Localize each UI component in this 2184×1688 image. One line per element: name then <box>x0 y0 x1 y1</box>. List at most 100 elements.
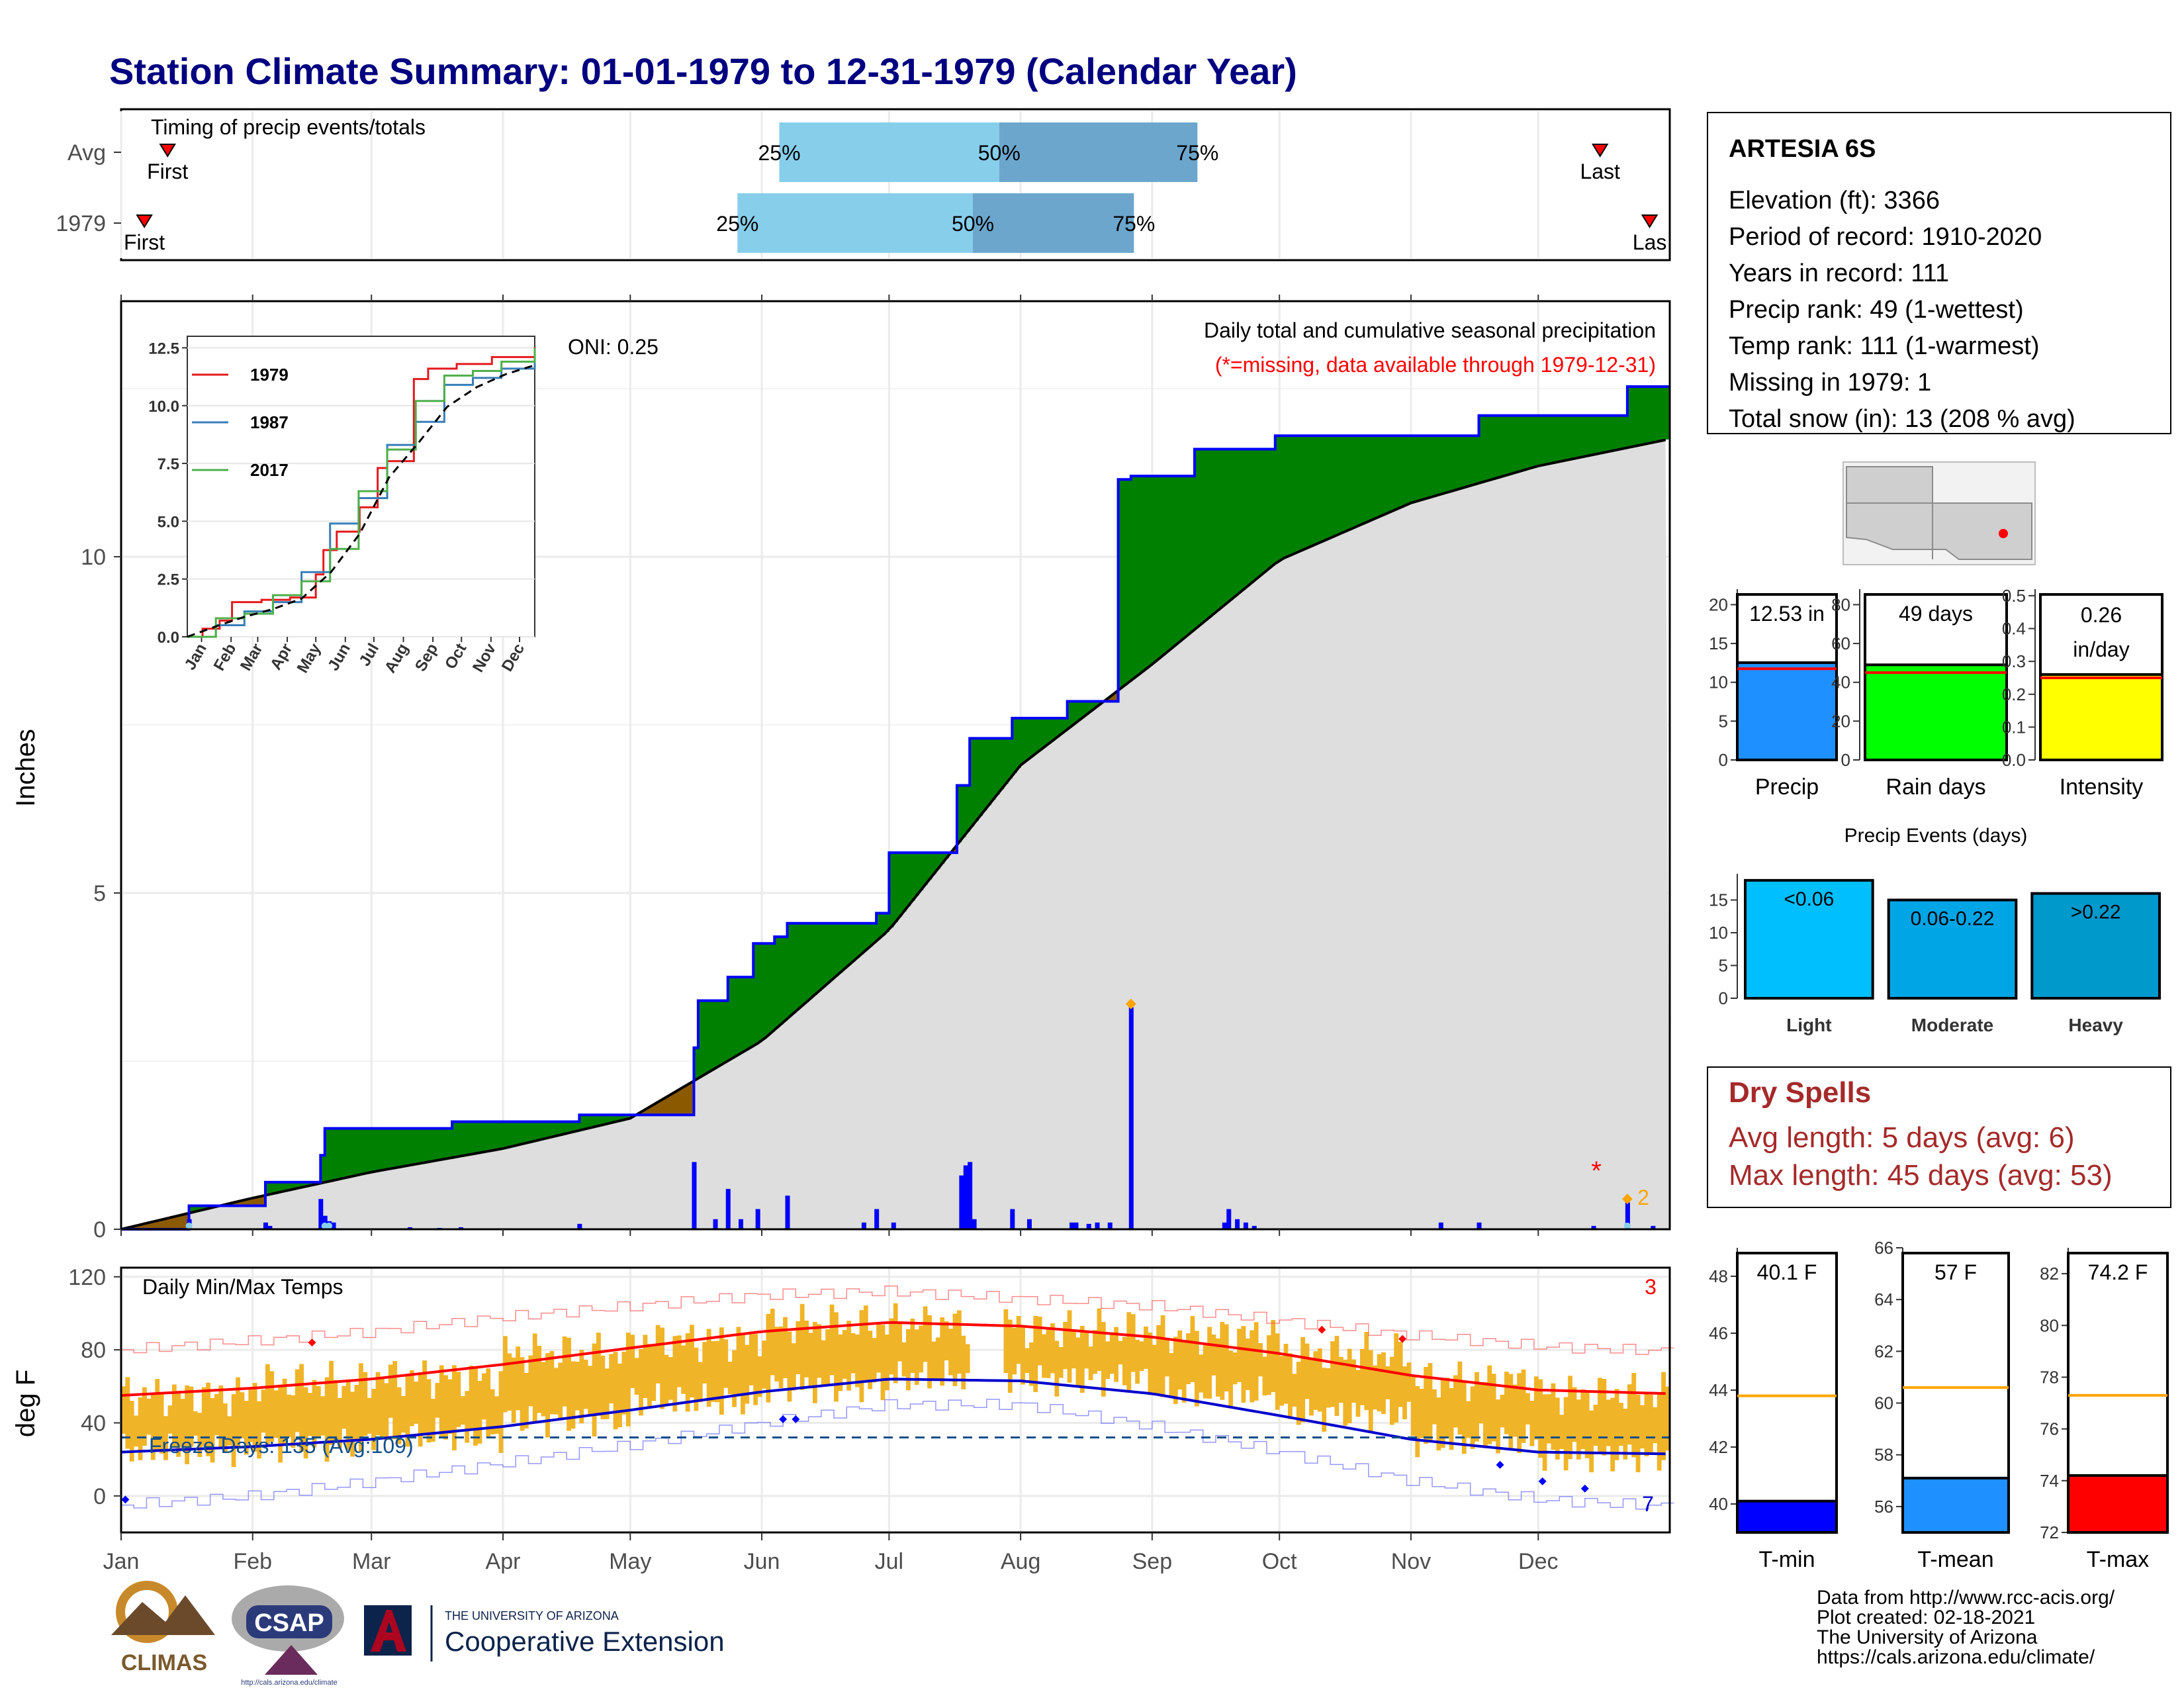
precip-panel: 0 5 10 Inches Daily total and cumulative s… <box>11 300 1671 1243</box>
events-title: Precip Events (days) <box>1844 825 2028 847</box>
daily-temp-bar <box>1021 1326 1025 1385</box>
surplus-area <box>549 1121 555 1137</box>
daily-precip-bar <box>785 1196 790 1229</box>
daily-temp-bar <box>1135 1340 1140 1384</box>
deficit-area <box>672 1092 678 1115</box>
daily-temp-bar <box>1424 1366 1428 1444</box>
daily-temp-bar <box>838 1334 843 1391</box>
surplus-area <box>1330 436 1336 538</box>
daily-temp-bar <box>409 1370 414 1427</box>
first-event-marker <box>159 144 176 158</box>
daily-temp-bar <box>1024 1348 1030 1374</box>
surplus-area <box>1054 718 1060 738</box>
daily-temp-bar <box>1156 1325 1161 1394</box>
surplus-area <box>405 1128 410 1166</box>
surplus-area <box>1016 718 1021 769</box>
surplus-area <box>901 853 907 912</box>
daily-temp-bar <box>1482 1382 1488 1448</box>
daily-temp-bar <box>1292 1374 1297 1407</box>
daily-temp-bar <box>1050 1323 1055 1374</box>
surplus-area <box>1619 415 1624 449</box>
daily-temp-bar <box>1177 1330 1183 1390</box>
daily-temp-bar <box>1105 1341 1111 1380</box>
daily-temp-bar <box>1279 1356 1285 1406</box>
daily-temp-bar <box>291 1395 296 1448</box>
surplus-area <box>838 923 843 973</box>
daily-temp-bar <box>1610 1397 1615 1472</box>
daily-temp-bar <box>180 1399 185 1447</box>
surplus-area <box>1148 476 1153 667</box>
daily-precip-bar <box>739 1219 743 1229</box>
surplus-area <box>745 977 750 1050</box>
daily-precip-bar <box>1010 1209 1015 1229</box>
daily-temp-bar <box>193 1411 198 1436</box>
surplus-area <box>706 1000 711 1072</box>
mini-y-tick-label: 80 <box>2040 1315 2059 1335</box>
daily-temp-bar <box>1253 1322 1259 1401</box>
mini-category-label: Precip <box>1755 774 1819 800</box>
daily-precip-bar <box>458 1227 463 1229</box>
daily-temp-bar <box>337 1397 342 1448</box>
precip-events-chart: Precip Events (days) 0 5 10 15 <0.06 Light 0.0… <box>1709 825 2161 1035</box>
surplus-area <box>940 853 945 864</box>
daily-temp-bar <box>655 1325 660 1383</box>
daily-temp-bar <box>952 1313 958 1387</box>
daily-temp-bar <box>507 1353 512 1411</box>
daily-precip-bar <box>1128 1007 1134 1229</box>
surplus-area <box>927 853 933 880</box>
surplus-area <box>435 1128 440 1160</box>
daily-temp-bar <box>1313 1351 1318 1410</box>
daily-temp-bar <box>961 1335 966 1389</box>
low-count: 7 <box>1642 1492 1654 1516</box>
surplus-area <box>1309 436 1314 547</box>
daily-temp-bar <box>762 1340 766 1389</box>
deficit-area <box>1109 695 1115 702</box>
daily-temp-bar <box>121 1386 126 1434</box>
surplus-area <box>1245 449 1250 586</box>
precip-y-tick-label: 5 <box>93 881 106 906</box>
surplus-area <box>974 738 979 821</box>
daily-precip-bar <box>1438 1222 1443 1229</box>
daily-precip-bar <box>963 1165 968 1229</box>
surplus-area <box>418 1128 423 1164</box>
daily-temp-bar <box>1381 1352 1386 1415</box>
surplus-area <box>596 1115 602 1126</box>
timing-q25-label: 25% <box>716 212 758 236</box>
daily-temp-bar <box>1275 1333 1280 1410</box>
daily-temp-bar <box>1304 1343 1310 1399</box>
deficit-area <box>134 1225 139 1229</box>
daily-temp-bar <box>1470 1386 1475 1449</box>
daily-temp-bar <box>1606 1399 1611 1446</box>
daily-temp-bar <box>872 1338 877 1383</box>
climas-wordmark: CLIMAS <box>121 1650 207 1675</box>
surplus-area <box>1563 415 1569 461</box>
surplus-area <box>1058 718 1064 735</box>
daily-temp-bar <box>1614 1389 1619 1460</box>
month-tick-label: Jan <box>103 1549 140 1574</box>
daily-temp-bar <box>884 1335 889 1391</box>
surplus-area <box>1144 476 1149 669</box>
daily-temp-bar <box>511 1357 516 1423</box>
surplus-area <box>282 1182 287 1192</box>
temp-y-tick-label: 80 <box>81 1338 106 1363</box>
surplus-area <box>1292 436 1297 554</box>
surplus-area <box>1241 449 1246 590</box>
month-tick-label: Feb <box>233 1549 272 1574</box>
surplus-area <box>295 1182 300 1189</box>
temp-plot-area <box>120 1286 1674 1510</box>
daily-temp-bar <box>1160 1315 1165 1397</box>
daily-temp-bar <box>799 1303 805 1390</box>
daily-temp-bar <box>401 1395 406 1433</box>
daily-temp-bar <box>350 1391 355 1457</box>
surplus-area <box>931 853 936 874</box>
surplus-area <box>770 943 775 1032</box>
credit-url: https://cals.arizona.edu/climate/ <box>1817 1646 2095 1668</box>
deficit-area <box>244 1199 249 1206</box>
surplus-area <box>1135 476 1140 676</box>
daily-temp-bar <box>732 1350 737 1407</box>
surplus-area <box>1194 449 1199 628</box>
daily-temp-bar <box>1207 1327 1212 1399</box>
surplus-area <box>1410 436 1416 502</box>
daily-temp-bar <box>473 1366 478 1446</box>
daily-temp-bar <box>567 1337 571 1431</box>
